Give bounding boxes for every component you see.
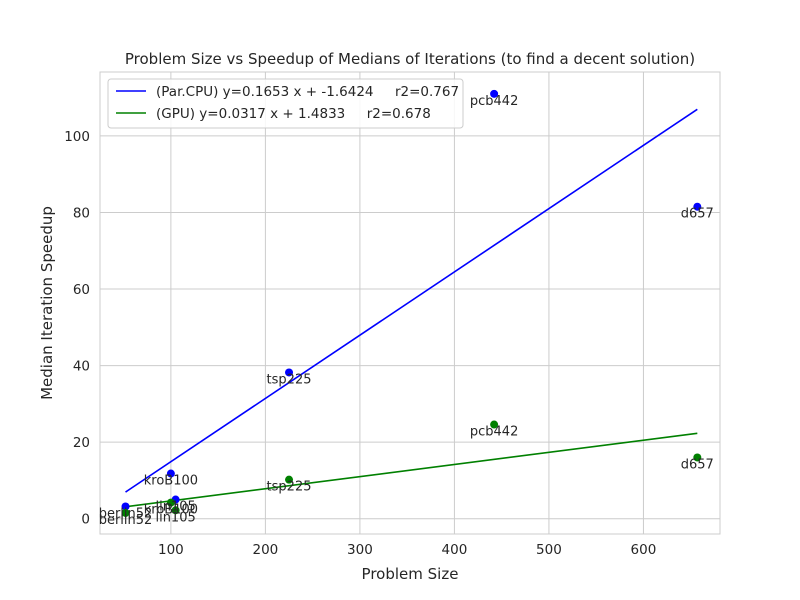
point-gpu-berlin52	[121, 508, 130, 517]
y-tick-label: 60	[73, 282, 90, 298]
x-tick-label: 300	[347, 542, 373, 558]
y-tick-label: 100	[64, 129, 90, 145]
point-gpu-kroB100	[166, 498, 175, 507]
point-label-gpu-pcb442: pcb442	[470, 425, 518, 440]
point-cpu-d657	[693, 202, 702, 211]
point-label-gpu-kroB100: kroB100	[144, 503, 198, 518]
point-label-gpu-berlin52: berlin52	[99, 513, 153, 528]
x-axis-label: Problem Size	[362, 565, 459, 583]
fit-line-gpu	[125, 432, 698, 508]
point-label-cpu-berlin52: berlin52	[99, 506, 153, 521]
point-label-cpu-tsp225: tsp225	[267, 372, 312, 387]
point-gpu-pcb442	[490, 420, 499, 429]
point-cpu-pcb442	[490, 89, 499, 98]
point-cpu-tsp225	[285, 368, 294, 377]
legend-entry-gpu: (GPU) y=0.0317 x + 1.4833 r2=0.678	[156, 106, 431, 122]
point-gpu-d657	[693, 453, 702, 462]
point-labels: berlin52kroB100lin105tsp225pcb442d657ber…	[99, 94, 714, 528]
point-label-cpu-d657: d657	[681, 207, 714, 222]
x-ticks: 100 200 300 400 500 600	[158, 542, 656, 558]
y-tick-label: 40	[73, 359, 90, 375]
point-cpu-berlin52	[121, 502, 130, 511]
data-points	[121, 89, 702, 517]
point-label-gpu-tsp225: tsp225	[267, 480, 312, 495]
plot-frame	[99, 71, 721, 535]
legend-box	[107, 78, 464, 129]
x-tick-label: 600	[631, 542, 657, 558]
legend: (Par.CPU) y=0.1653 x + -1.6424 r2=0.767 …	[107, 78, 464, 129]
point-label-gpu-d657: d657	[681, 457, 714, 472]
y-tick-label: 0	[81, 512, 90, 528]
point-gpu-lin105	[171, 506, 180, 515]
point-label-gpu-lin105: lin105	[155, 510, 195, 525]
fit-lines	[125, 108, 698, 508]
point-label-cpu-lin105: lin105	[155, 500, 195, 515]
x-tick-label: 100	[158, 542, 184, 558]
chart-title: Problem Size vs Speedup of Medians of It…	[125, 50, 695, 68]
fit-line-cpu	[125, 108, 698, 493]
legend-entry-cpu: (Par.CPU) y=0.1653 x + -1.6424 r2=0.767	[156, 84, 459, 100]
point-label-cpu-kroB100: kroB100	[144, 474, 198, 489]
x-tick-label: 400	[442, 542, 468, 558]
point-gpu-tsp225	[285, 475, 294, 484]
x-tick-label: 500	[536, 542, 562, 558]
y-tick-label: 20	[73, 435, 90, 451]
point-cpu-kroB100	[166, 469, 175, 478]
plot-area: 100 200 300 400 500 600 0 20 40 60 80 100 berlin52…	[64, 71, 721, 558]
point-label-cpu-pcb442: pcb442	[470, 94, 518, 109]
y-ticks: 0 20 40 60 80 100	[64, 129, 90, 528]
x-tick-label: 200	[253, 542, 279, 558]
y-axis-label: Median Iteration Speedup	[38, 206, 56, 400]
y-tick-label: 80	[73, 205, 90, 221]
grid	[100, 72, 720, 534]
